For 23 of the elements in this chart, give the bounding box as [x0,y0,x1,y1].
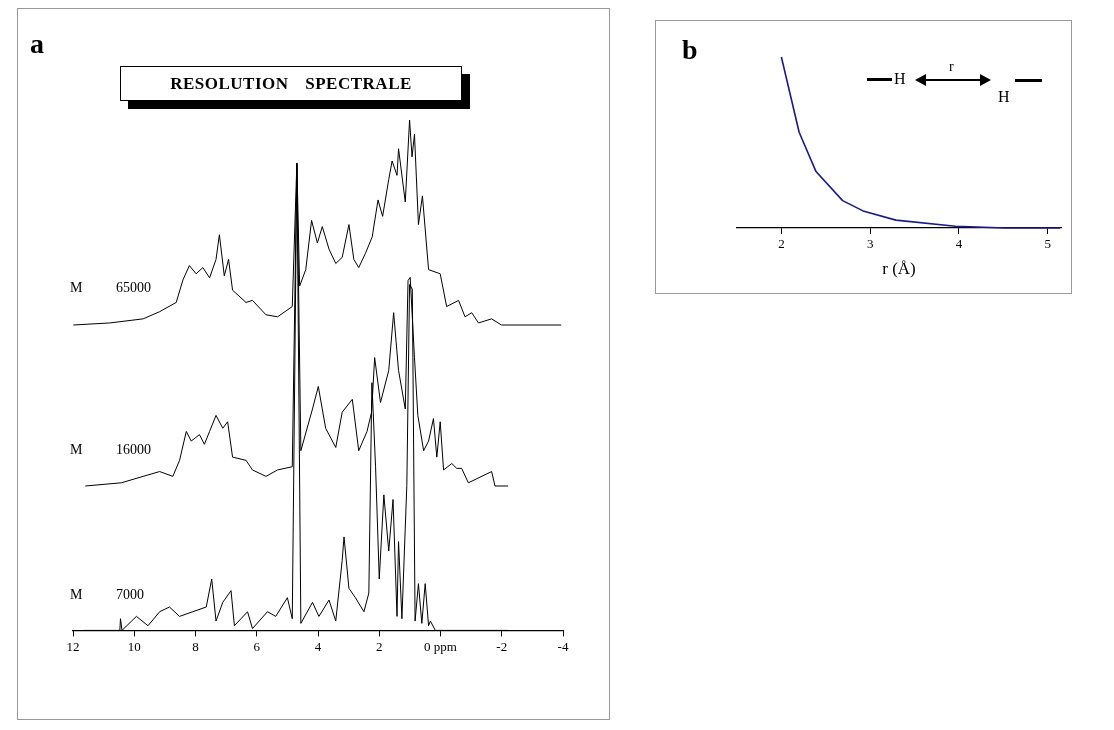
x-tick-label: 10 [127,638,141,654]
series-label: M 16000 [70,441,151,457]
x-tick-label: 2 [376,638,383,654]
x-tick-label: 12 [66,638,80,654]
x-tick-label: 5 [1044,236,1051,252]
x-tick-label: 3 [866,236,874,252]
series-label: M 7000 [70,587,144,603]
series-label: M 65000 [70,279,151,295]
x-tick-label: 4 [314,638,322,654]
x-tick-label: 6 [253,638,261,654]
text: a [30,28,44,59]
x-tick-label: 4 [955,236,963,252]
x-tick-label: -2 [496,638,508,654]
x-tick-label: 2 [778,236,785,252]
x-tick-label: 0 ppm [424,638,457,654]
x-tick-label: 8 [192,638,199,654]
annotation: r [949,59,954,74]
x-axis-title: r (Å) [882,259,916,279]
text: b [682,34,698,65]
chart-title: RESOLUTION SPECTRALE [170,73,412,94]
x-tick-label: -4 [557,638,569,654]
annotation: H [894,70,906,87]
annotation: H [998,88,1010,105]
